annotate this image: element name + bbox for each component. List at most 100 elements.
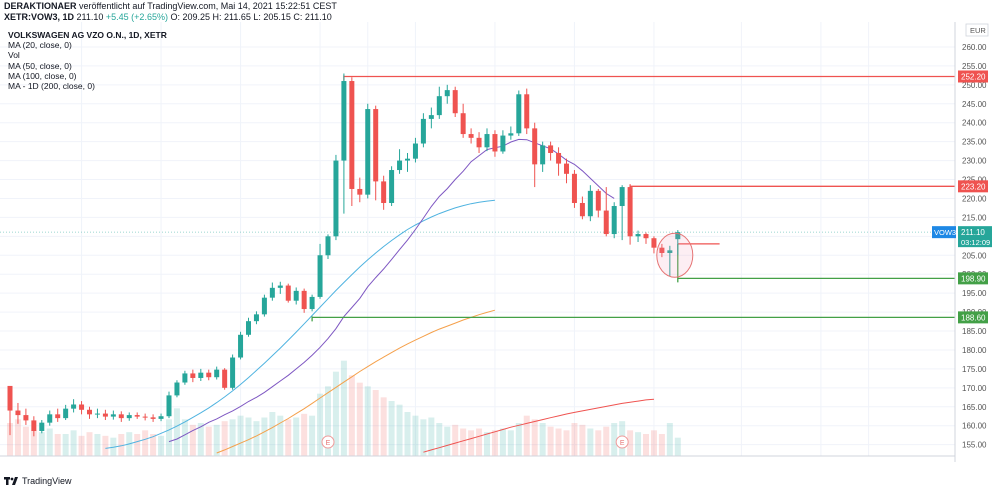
candle-body [31, 420, 37, 432]
price-chart[interactable]: E E 155.00 160.00 165.00 170.00 175.00 180.00 18… [0, 22, 1000, 462]
price-tick-label: 250.00 [962, 81, 987, 90]
volume-bar [205, 426, 212, 456]
level-tag-label: 252.20 [961, 72, 986, 81]
volume-bar [436, 423, 443, 456]
legend-ma20[interactable]: MA (20, close, 0) [8, 40, 72, 51]
time-tick-label: 22 [864, 461, 873, 462]
volume-bar [364, 386, 371, 456]
time-tick-label: 15 [157, 461, 166, 462]
current-price-tag [958, 226, 992, 248]
volume-bar [635, 432, 642, 456]
volume-bar [86, 432, 93, 456]
volume-bar [658, 434, 665, 456]
candle-body [420, 118, 426, 144]
candle-body [277, 285, 283, 288]
legend-ma100[interactable]: MA (100, close, 0) [8, 70, 77, 81]
volume-bar [674, 437, 681, 456]
volume-bar [563, 430, 570, 456]
candle-body [587, 190, 593, 217]
candle-body [524, 94, 530, 129]
candle-body [253, 314, 259, 322]
volume-bar [134, 434, 141, 456]
candle-body [643, 234, 649, 239]
candle-body [611, 206, 617, 235]
ma100-line [216, 309, 496, 454]
candle-body [651, 238, 657, 248]
price-tick-label: 175.00 [962, 365, 987, 374]
volume-bar [237, 415, 244, 456]
candle-body [436, 96, 442, 116]
candle-body [126, 415, 132, 419]
volume-bar [213, 424, 220, 456]
volume-bar [166, 419, 172, 456]
volume-bar [30, 430, 37, 456]
volume-bar [484, 432, 490, 456]
legend-ma200[interactable]: MA - 1D (200, close, 0) [8, 81, 95, 92]
level-tag-label: 198.90 [961, 274, 986, 283]
volume-bar [491, 430, 498, 456]
volume-bar [507, 430, 514, 456]
candle-body [397, 160, 403, 171]
candle-body [476, 137, 482, 148]
earnings-icon [615, 435, 629, 449]
volume-bar [62, 434, 69, 456]
candle-body [556, 152, 562, 164]
candle-body [182, 373, 188, 383]
candle-body [460, 113, 466, 135]
volume-bar [269, 412, 276, 456]
candle-body [142, 416, 148, 418]
candle-body [667, 250, 673, 253]
time-tick-label: 15 [316, 461, 325, 462]
volume-bar [317, 393, 324, 456]
volume-bar [476, 428, 483, 456]
candle-body [230, 357, 236, 388]
volume-bar [579, 424, 586, 456]
level-tag [958, 180, 988, 193]
price-tick-label: 165.00 [962, 403, 987, 412]
volume-bar [253, 421, 260, 456]
candle-body [222, 369, 228, 388]
volume-bar [197, 423, 204, 456]
candle-body [301, 290, 307, 310]
symbol-label: XETR:VOW3, 1D [4, 12, 75, 22]
candle-body [675, 232, 681, 240]
volume-bar [118, 434, 125, 456]
price-axis: 155.00 160.00 165.00 170.00 175.00 180.00 185.… [932, 22, 992, 462]
currency-box [965, 23, 989, 37]
candle-body [102, 413, 108, 417]
candle-body [564, 163, 569, 174]
volume-bar [54, 434, 61, 456]
volume-bar [22, 426, 29, 456]
publish-info: veröffentlicht auf TradingView.com, Mai … [79, 1, 337, 11]
time-tick-label: 19 [490, 461, 499, 462]
legend-volume[interactable]: Vol [8, 50, 20, 61]
volume-bar [7, 423, 13, 456]
earnings-label: E [620, 440, 625, 447]
volume-bar [189, 424, 196, 456]
legend-ma50[interactable]: MA (50, close, 0) [8, 60, 72, 71]
earnings-marker: E [615, 435, 629, 449]
candle-body [47, 414, 53, 423]
price-levels [311, 75, 955, 322]
currency-label: EUR [970, 26, 986, 35]
volume-bar [555, 428, 562, 456]
volume-bar [301, 413, 308, 456]
earnings-marker: E [321, 435, 335, 449]
instrument-title: VOLKSWAGEN AG VZO O.N., 1D, XETR [8, 30, 167, 40]
earnings-label: E [326, 440, 331, 447]
candle-body [532, 128, 538, 165]
volume-bar [348, 375, 355, 456]
volume-bar [420, 419, 427, 456]
time-tick-label: Mrz [234, 461, 247, 462]
brand-name[interactable]: TradingView [22, 476, 72, 486]
volume-bar [595, 430, 602, 456]
time-tick-label: 17 [649, 461, 658, 462]
volume-bars [7, 360, 681, 456]
candle-body [373, 109, 379, 182]
candle-body [484, 134, 490, 148]
volume-bar [277, 415, 284, 456]
volume-bar [611, 423, 618, 456]
candle-body [595, 190, 601, 211]
candle-body [579, 202, 585, 217]
candle-body [381, 181, 387, 203]
